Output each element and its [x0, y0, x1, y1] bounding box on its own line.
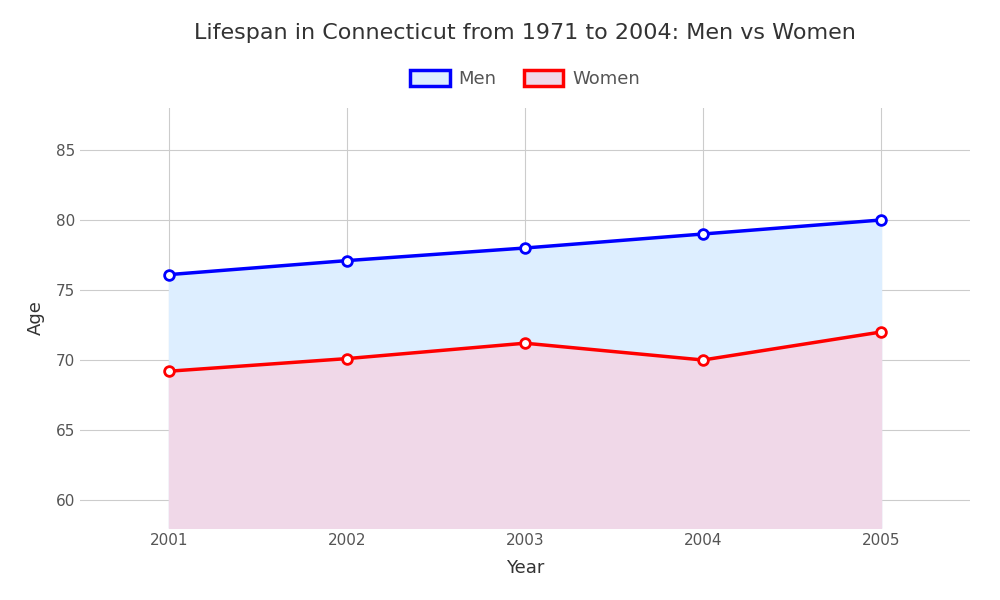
Title: Lifespan in Connecticut from 1971 to 2004: Men vs Women: Lifespan in Connecticut from 1971 to 200… — [194, 23, 856, 43]
X-axis label: Year: Year — [506, 559, 544, 577]
Legend: Men, Women: Men, Women — [403, 62, 647, 95]
Y-axis label: Age: Age — [27, 301, 45, 335]
